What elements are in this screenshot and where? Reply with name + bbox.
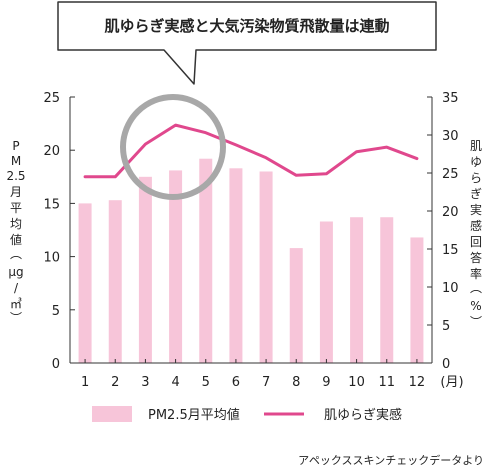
right-axis-label-line10: ︵ — [470, 281, 482, 295]
bar-month-12 — [410, 237, 424, 363]
callout: 肌ゆらぎ実感と大気汚染物質飛散量は連動 — [57, 1, 437, 85]
x-tick-label: 10 — [348, 375, 365, 390]
bar-month-10 — [350, 217, 364, 363]
right-axis-label-line11: % — [470, 299, 481, 313]
bar-month-2 — [108, 200, 122, 363]
left-tick-label: 0 — [52, 357, 60, 372]
x-tick-label: 8 — [292, 375, 300, 390]
right-tick-label: 25 — [442, 167, 459, 182]
left-tick-label: 25 — [43, 91, 60, 106]
left-axis-label-line5: 平 — [10, 201, 22, 215]
bar-month-3 — [138, 176, 152, 363]
callout-bubble — [57, 1, 437, 85]
left-axis-label-line11: ㎥ — [10, 297, 22, 311]
right-axis-label-line5: 実 — [470, 202, 482, 217]
left-axis-label-line1: P — [12, 139, 19, 153]
right-tick-label: 15 — [442, 243, 459, 258]
right-axis-label: 肌 ゆ ら ぎ 実 感 回 答 率 ︵ % ︶ — [470, 139, 482, 329]
left-axis-label: P M 2.5 月 平 均 値 ︵ μg / ㎥ ︶ — [6, 139, 25, 325]
x-tick-label: 2 — [111, 375, 119, 390]
legend-bar-label: PM2.5月平均値 — [148, 407, 240, 423]
right-tick-label: 10 — [442, 281, 459, 296]
bar-month-5 — [199, 158, 213, 363]
right-tick-label: 5 — [442, 319, 450, 334]
source-note: アペックススキンチェックデータより — [298, 453, 484, 467]
legend: PM2.5月平均値 肌ゆらぎ実感 — [92, 406, 402, 423]
callout-text: 肌ゆらぎ実感と大気汚染物質飛散量は連動 — [104, 17, 389, 35]
x-tick-label: 1 — [81, 375, 89, 390]
left-axis-label-line3: 2.5 — [6, 169, 25, 183]
left-axis-label-line10: / — [14, 281, 19, 295]
right-axis-label-line8: 答 — [470, 250, 482, 265]
x-tick-label: 4 — [171, 375, 179, 390]
right-axis-label-line4: ぎ — [470, 187, 482, 201]
right-axis-label-line12: ︶ — [470, 315, 482, 329]
x-tick-label: 6 — [232, 375, 240, 390]
right-tick-label: 35 — [442, 91, 459, 106]
x-tick-label: 9 — [322, 375, 330, 390]
left-axis-label-line6: 均 — [10, 217, 22, 231]
left-axis-label-line9: μg — [8, 265, 23, 279]
x-tick-label: 7 — [262, 375, 270, 390]
right-axis-label-line3: ら — [470, 171, 482, 185]
bar-month-7 — [259, 171, 273, 363]
right-tick-label: 20 — [442, 205, 459, 220]
left-tick-label: 5 — [52, 304, 60, 319]
right-axis-label-line2: ゆ — [470, 155, 482, 169]
left-tick-label: 15 — [43, 197, 60, 212]
right-axis-label-line6: 感 — [470, 218, 482, 233]
bar-month-8 — [289, 248, 303, 363]
legend-line-label: 肌ゆらぎ実感 — [324, 407, 402, 423]
bar-month-11 — [380, 217, 394, 363]
legend-bar-swatch — [92, 406, 132, 422]
bar-month-1 — [78, 203, 92, 363]
left-tick-label: 20 — [43, 144, 60, 159]
left-axis-label-line4: 月 — [10, 185, 22, 199]
line-path — [83, 123, 419, 179]
x-tick-label: 11 — [378, 375, 395, 390]
left-axis-label-line12: ︶ — [10, 311, 22, 325]
left-axis-label-line7: 値 — [10, 232, 22, 247]
left-axis-label-line2: M — [11, 154, 21, 168]
x-tick-label: 12 — [409, 375, 426, 390]
right-axis-label-line7: 回 — [470, 235, 482, 249]
x-tick-label: 3 — [141, 375, 149, 390]
bar-series — [78, 158, 424, 363]
right-tick-label: 0 — [442, 357, 450, 372]
bar-month-6 — [229, 168, 243, 363]
x-tick-label: 5 — [202, 375, 210, 390]
left-tick-label: 10 — [43, 251, 60, 266]
bar-month-9 — [319, 221, 333, 363]
bar-month-4 — [169, 170, 183, 363]
right-axis-label-line1: 肌 — [470, 139, 482, 153]
highlight-circle — [120, 94, 226, 200]
right-tick-label: 30 — [442, 129, 459, 144]
right-axis-label-line9: 率 — [470, 266, 482, 281]
line-series — [83, 123, 419, 179]
left-axis-label-line8: ︵ — [10, 247, 22, 261]
x-axis-unit: (月) — [440, 375, 463, 390]
